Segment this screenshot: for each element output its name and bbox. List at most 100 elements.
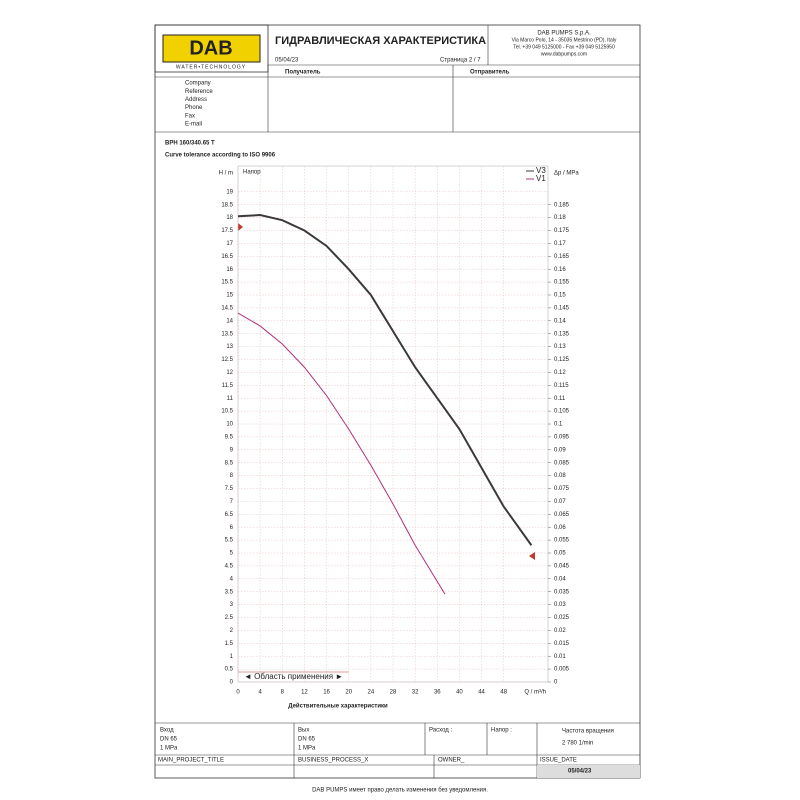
y2-tick-label: 0.015 [554, 641, 570, 647]
chart: 00.511.522.533.544.555.566.577.588.599.5… [219, 165, 579, 710]
y2-tick-label: 0.145 [554, 305, 570, 311]
legend-label: V3 [536, 166, 546, 175]
x-tick-label: 24 [368, 690, 375, 696]
x-tick-label: 44 [478, 690, 485, 696]
y2-tick-label: 0.18 [554, 215, 566, 221]
y-tick-label: 15.5 [221, 280, 233, 286]
y-tick-label: 11 [227, 396, 234, 402]
cell: 1 MPa [160, 746, 178, 752]
y-axis-label: H / m [219, 171, 233, 177]
y-tick-label: 18 [226, 215, 233, 221]
y2-tick-label: 0.07 [554, 499, 566, 505]
cell: OWNER_ [438, 758, 465, 764]
y2-tick-label: 0.075 [554, 486, 570, 492]
y-tick-label: 1.5 [225, 641, 234, 647]
y2-axis-label: Δp / MPa [554, 171, 579, 177]
field-label: Company [185, 81, 211, 87]
x-tick-label: 40 [456, 690, 463, 696]
marker [529, 552, 535, 560]
y2-tick-label: 0.085 [554, 460, 570, 466]
company-line: Tel. +39 049 5125000 - Fax +39 049 51259… [513, 44, 615, 50]
x-tick-label: 4 [258, 690, 262, 696]
chart-title: Напор [243, 170, 261, 176]
cell: Вых [298, 728, 309, 734]
marker [238, 223, 243, 231]
y-tick-label: 11.5 [222, 383, 234, 389]
y-tick-label: 1 [230, 654, 234, 660]
x-axis-label: Q / m³/h [524, 690, 546, 696]
y2-tick-label: 0.04 [554, 576, 566, 582]
curve [237, 312, 446, 595]
cell: Расход : [429, 728, 452, 734]
y-tick-label: 16 [226, 267, 233, 273]
cell: DN 65 [160, 737, 178, 743]
company-line: Via Marco Polo, 14 - 35035 Mestrino (PD)… [512, 37, 617, 43]
recipient-label: Получатель [285, 70, 321, 76]
x-tick-label: 36 [434, 690, 441, 696]
y-tick-label: 6 [230, 525, 234, 531]
y-tick-label: 15 [226, 293, 233, 299]
y-tick-label: 2 [230, 628, 234, 634]
sender-label: Отправитель [470, 70, 510, 76]
y2-tick-label: 0.08 [554, 473, 566, 479]
y2-tick-label: 0.165 [554, 254, 570, 260]
y2-tick-label: 0.11 [554, 396, 566, 402]
y2-tick-label: 0.14 [554, 318, 566, 324]
y2-tick-label: 0 [554, 680, 558, 686]
cell: Частота вращения [562, 729, 614, 735]
y2-tick-label: 0.12 [554, 370, 566, 376]
y-tick-label: 4 [230, 576, 234, 582]
y2-tick-label: 0.065 [554, 512, 570, 518]
y-tick-label: 10 [226, 422, 233, 428]
y-tick-label: 0.5 [225, 667, 234, 673]
field-label: Fax [185, 113, 195, 119]
cell-bg [537, 765, 640, 778]
y2-tick-label: 0.135 [554, 331, 570, 337]
y-tick-label: 13.5 [221, 331, 233, 337]
y2-tick-label: 0.125 [554, 357, 570, 363]
y-tick-label: 5 [230, 551, 234, 557]
model: BPH 160/340.65 T [165, 141, 215, 147]
y-tick-label: 4.5 [225, 563, 234, 569]
cell: Вход [160, 728, 174, 734]
y-tick-label: 13 [226, 344, 233, 350]
doc-page: Страница 2 / 7 [440, 58, 481, 64]
y2-tick-label: 0.115 [554, 383, 569, 389]
x-tick-label: 32 [412, 690, 419, 696]
field-label: Reference [185, 89, 213, 95]
y2-tick-label: 0.155 [554, 280, 570, 286]
y2-tick-label: 0.105 [554, 409, 570, 415]
y2-tick-label: 0.13 [554, 344, 566, 350]
y2-tick-label: 0.095 [554, 434, 570, 440]
y-tick-label: 8.5 [225, 460, 234, 466]
y-tick-label: 6.5 [225, 512, 234, 518]
cell: MAIN_PROJECT_TITLE [158, 758, 224, 764]
y2-tick-label: 0.15 [554, 293, 566, 299]
cell: BUSINESS_PROCESS_X [298, 758, 368, 764]
y-tick-label: 18.5 [221, 202, 233, 208]
y2-tick-label: 0.17 [554, 241, 566, 247]
y-tick-label: 9.5 [225, 434, 234, 440]
x-tick-label: 16 [323, 690, 330, 696]
y2-tick-label: 0.02 [554, 628, 566, 634]
field-label: Phone [185, 105, 203, 111]
y-tick-label: 3 [230, 602, 234, 608]
y-tick-label: 0 [230, 680, 234, 686]
y-tick-label: 10.5 [221, 409, 233, 415]
y-tick-label: 14.5 [221, 305, 233, 311]
cell: 2 780 1/min [562, 741, 593, 747]
y2-tick-label: 0.185 [554, 202, 570, 208]
x-tick-label: 12 [301, 690, 308, 696]
cell: 1 MPa [298, 746, 316, 752]
logo-bg [162, 34, 261, 63]
y2-tick-label: 0.05 [554, 551, 566, 557]
x-tick-label: 0 [236, 690, 240, 696]
y-tick-label: 5.5 [225, 538, 234, 544]
annotation: ◄ Область применения ► [244, 672, 343, 681]
x-tick-label: 48 [500, 690, 507, 696]
y2-tick-label: 0.03 [554, 602, 566, 608]
curve [237, 214, 533, 546]
y2-tick-label: 0.16 [554, 267, 566, 273]
legend-label: V1 [536, 174, 546, 183]
